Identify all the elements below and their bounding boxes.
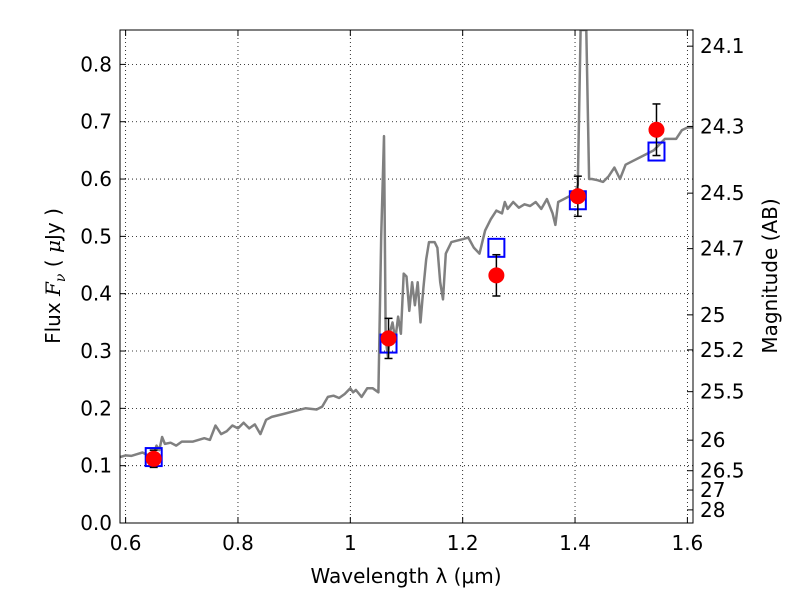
y-tick-label: 0.4 [80, 282, 112, 306]
spectrum-layer [120, 30, 693, 459]
y2-tick-label: 26 [700, 428, 725, 452]
x-axis-title: Wavelength λ (μm) [310, 564, 501, 588]
observed-photometry-point [488, 267, 505, 284]
y2-tick-label: 24.1 [700, 34, 745, 58]
x-tick-label: 1.6 [671, 531, 703, 555]
y-tick-label: 0.8 [80, 52, 112, 76]
y-tick-label: 0.6 [80, 167, 112, 191]
observed-photometry-point [569, 188, 586, 205]
y2-tick-label: 24.5 [700, 181, 745, 205]
axis-ticks: 0.6 0.8 1 1.2 1.4 1.6 0.0 0.1 0.2 0.3 0.4 0.5 0.6 0.7… [80, 30, 745, 555]
x-tick-label: 1.2 [447, 531, 479, 555]
plot-area [120, 30, 693, 469]
y-tick-label: 0.1 [80, 454, 112, 478]
x-tick-label: 0.6 [110, 531, 142, 555]
observed-photometry-point [145, 450, 162, 467]
observed-photometry-point [648, 121, 665, 138]
plot-frame [119, 29, 694, 524]
y2-tick-label: 25.2 [700, 338, 745, 362]
y-tick-label: 0.0 [80, 511, 112, 535]
y-tick-label: 0.7 [80, 110, 112, 134]
y2-tick-label: 27 [700, 478, 725, 502]
y-tick-label: 0.2 [80, 396, 112, 420]
y2-tick-label: 25.5 [700, 380, 745, 404]
observed-photometry-point [380, 330, 397, 347]
y2-tick-label: 26.5 [700, 459, 745, 483]
x-tick-label: 1.4 [559, 531, 591, 555]
points-layer [144, 103, 666, 469]
y2-axis-title: Magnitude (AB) [758, 198, 782, 353]
spectrum-line [120, 30, 693, 459]
y2-tick-label: 24.7 [700, 237, 745, 261]
y-axis-title: Flux Fν ( μJy ) [41, 208, 69, 344]
y2-tick-label: 25 [700, 303, 725, 327]
y2-tick-label: 28 [700, 498, 725, 522]
y2-tick-label: 24.3 [700, 114, 745, 138]
y-tick-label: 0.5 [80, 224, 112, 248]
x-tick-label: 0.8 [222, 531, 254, 555]
x-tick-label: 1 [344, 531, 357, 555]
y-tick-label: 0.3 [80, 339, 112, 363]
